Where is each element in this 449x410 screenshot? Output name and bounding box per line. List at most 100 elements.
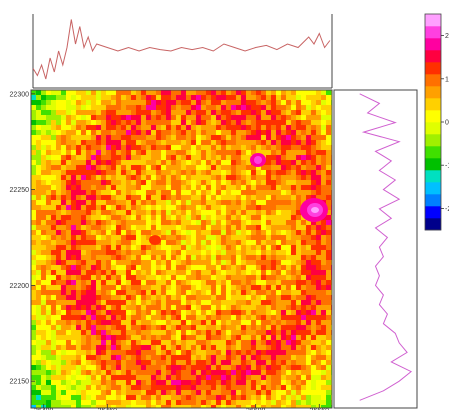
heatmap-cell	[216, 345, 222, 351]
heatmap-cell	[66, 130, 72, 136]
heatmap-cell	[186, 395, 192, 401]
heatmap-cell	[201, 370, 207, 376]
heatmap-cell	[276, 90, 282, 96]
heatmap-cell	[146, 335, 152, 341]
heatmap-panel: 36400364603660036660 2230022250222002215…	[10, 89, 333, 410]
heatmap-cell	[206, 315, 212, 321]
heatmap-cell	[171, 180, 177, 186]
heatmap-cell	[71, 95, 77, 101]
heatmap-cell	[226, 105, 232, 111]
heatmap-cell	[291, 305, 297, 311]
heatmap-cell	[106, 370, 112, 376]
heatmap-cell	[121, 190, 127, 196]
heatmap-cell	[36, 175, 42, 181]
heatmap-cell	[281, 145, 287, 151]
heatmap-cell	[56, 205, 62, 211]
heatmap-cell	[111, 100, 117, 106]
heatmap-cell	[81, 255, 87, 261]
heatmap-cell	[46, 340, 52, 346]
heatmap-cell	[211, 295, 217, 301]
heatmap-cell	[326, 385, 332, 391]
heatmap-cell	[36, 225, 42, 231]
heatmap-cell	[111, 115, 117, 121]
heatmap-cell	[226, 210, 232, 216]
heatmap-cell	[191, 345, 197, 351]
heatmap-cell	[201, 140, 207, 146]
heatmap-cell	[196, 390, 202, 396]
heatmap-cell	[36, 90, 42, 96]
heatmap-cell	[216, 185, 222, 191]
heatmap-cell	[176, 120, 182, 126]
heatmap-cell	[101, 195, 107, 201]
heatmap-cell	[326, 210, 332, 216]
heatmap-cell	[91, 200, 97, 206]
heatmap-cell	[126, 300, 132, 306]
colorbar-tick-label: -2	[445, 206, 449, 213]
heatmap-cell	[226, 380, 232, 386]
heatmap-cell	[321, 250, 327, 256]
heatmap-cell	[286, 110, 292, 116]
heatmap-cell	[191, 375, 197, 381]
heatmap-cell	[231, 325, 237, 331]
heatmap-cell	[266, 385, 272, 391]
heatmap-cell	[266, 165, 272, 171]
heatmap-cell	[166, 390, 172, 396]
heatmap-cell	[286, 340, 292, 346]
heatmap-cell	[131, 110, 137, 116]
heatmap-cell	[246, 130, 252, 136]
heatmap-cell	[236, 285, 242, 291]
heatmap-cell	[246, 220, 252, 226]
heatmap-cell	[111, 290, 117, 296]
heatmap-cell	[191, 395, 197, 401]
heatmap-cell	[106, 320, 112, 326]
heatmap-cell	[186, 300, 192, 306]
heatmap-cell	[301, 195, 307, 201]
heatmap-cell	[121, 330, 127, 336]
heatmap-cell	[231, 105, 237, 111]
heatmap-cell	[51, 105, 57, 111]
heatmap-cell	[106, 330, 112, 336]
heatmap-cell	[251, 345, 257, 351]
heatmap-cell	[176, 225, 182, 231]
heatmap-cell	[171, 330, 177, 336]
heatmap-cell	[51, 400, 57, 406]
heatmap-cell	[196, 320, 202, 326]
heatmap-cell	[61, 210, 67, 216]
heatmap-cell	[96, 120, 102, 126]
heatmap-cell	[261, 255, 267, 261]
heatmap-cell	[91, 395, 97, 401]
heatmap-cell	[311, 270, 317, 276]
heatmap-cell	[201, 310, 207, 316]
heatmap-cell	[76, 275, 82, 281]
heatmap-cell	[271, 285, 277, 291]
heatmap-cell	[81, 315, 87, 321]
heatmap-cell	[201, 285, 207, 291]
heatmap-cell	[291, 185, 297, 191]
heatmap-cell	[126, 350, 132, 356]
heatmap-cell	[71, 105, 77, 111]
heatmap-cell	[116, 95, 122, 101]
heatmap-cell	[181, 290, 187, 296]
heatmap-cell	[131, 105, 137, 111]
heatmap-cell	[136, 155, 142, 161]
heatmap-cell	[256, 175, 262, 181]
heatmap-cell	[191, 145, 197, 151]
heatmap-cell	[206, 280, 212, 286]
heatmap-cell	[321, 380, 327, 386]
heatmap-cell	[56, 365, 62, 371]
heatmap-cell	[286, 95, 292, 101]
heatmap-cell	[186, 335, 192, 341]
heatmap-cell	[71, 210, 77, 216]
heatmap-cell	[46, 370, 52, 376]
heatmap-cell	[106, 295, 112, 301]
heatmap-cell	[81, 280, 87, 286]
heatmap-cell	[86, 320, 92, 326]
heatmap-cell	[201, 275, 207, 281]
heatmap-cell	[171, 140, 177, 146]
heatmap-cell	[111, 200, 117, 206]
heatmap-cell	[101, 155, 107, 161]
heatmap-cell	[281, 255, 287, 261]
heatmap-cell	[276, 125, 282, 131]
heatmap-cell	[286, 295, 292, 301]
heatmap-cell	[111, 305, 117, 311]
